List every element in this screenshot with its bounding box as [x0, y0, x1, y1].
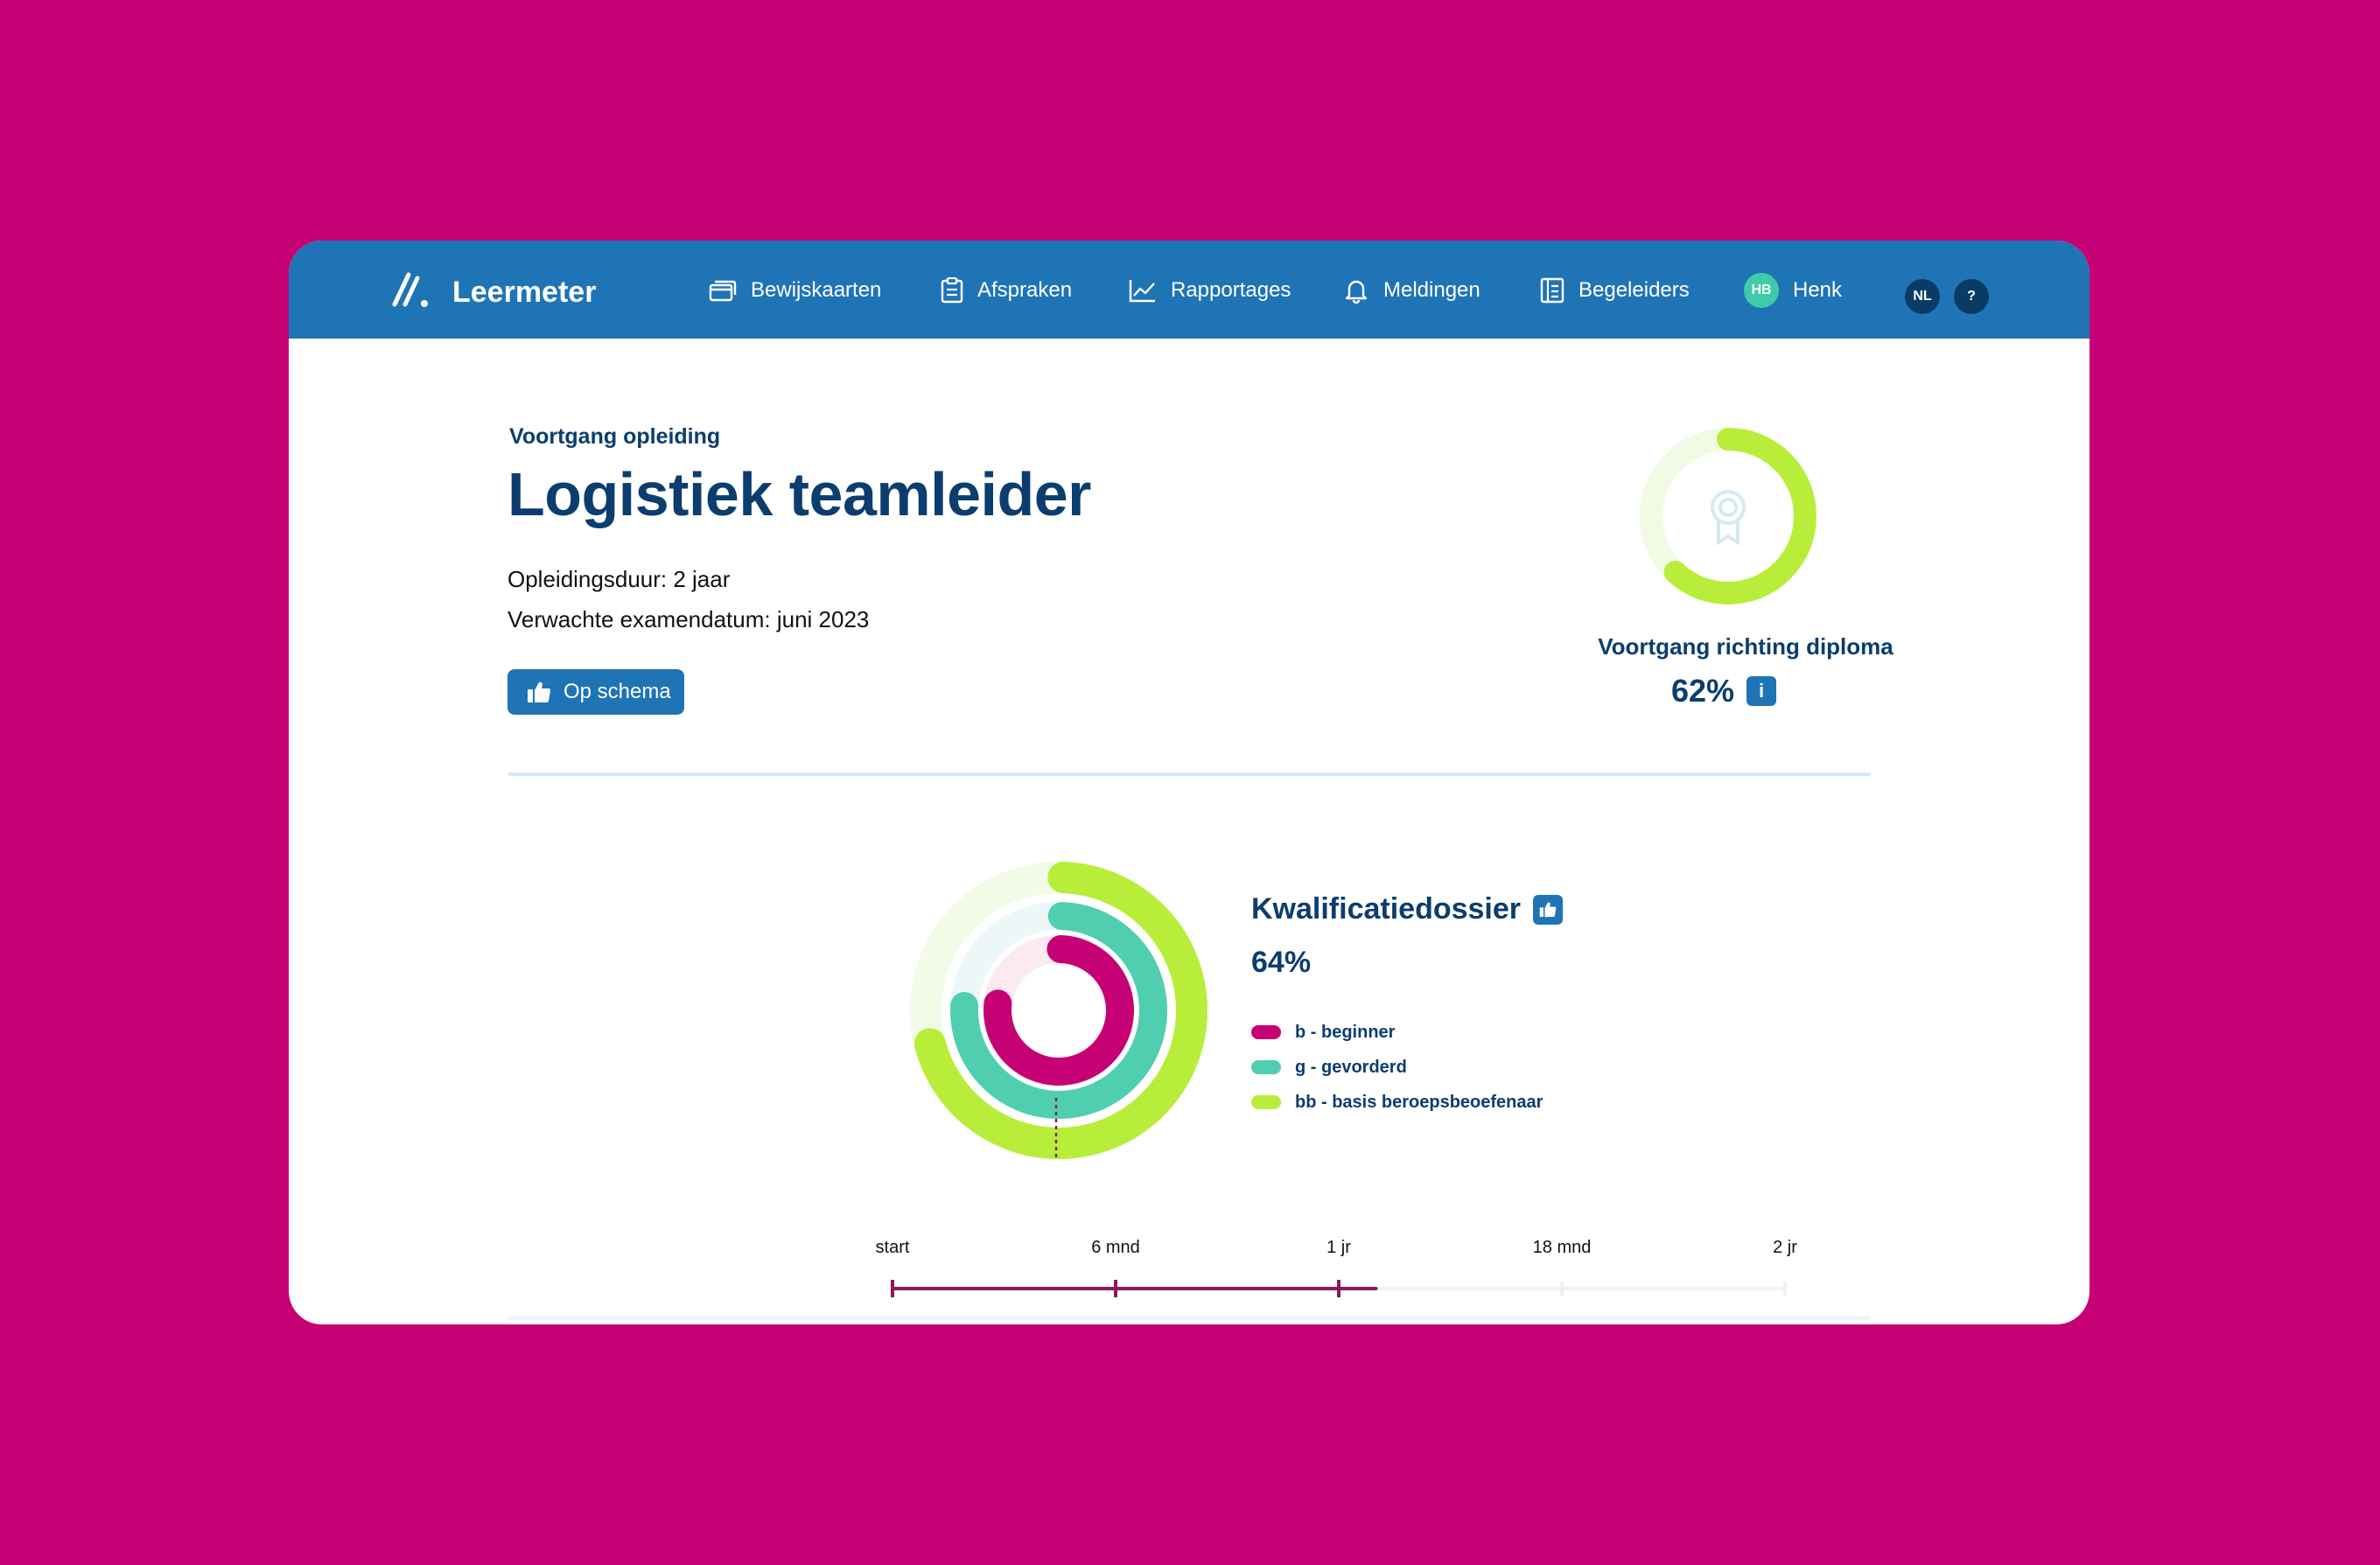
award-ribbon-icon	[1711, 490, 1746, 546]
ring-arc-bb	[910, 862, 1208, 1159]
timeline-label-start: start	[875, 1238, 910, 1257]
legend-swatch-gevorderd	[1251, 1060, 1281, 1074]
qualification-title: Kwalificatiedossier	[1251, 892, 1522, 926]
document-list-icon	[1540, 277, 1564, 304]
section-divider	[508, 1317, 1871, 1320]
on-schedule-button[interactable]: Op schema	[508, 669, 684, 715]
legend-label: g - gevorderd	[1295, 1057, 1407, 1077]
legend-label: bb - basis beroepsbeoefenaar	[1295, 1092, 1544, 1112]
nav-item-rapportages[interactable]: Rapportages	[1129, 270, 1291, 311]
diploma-progress-arc	[1640, 428, 1816, 604]
nav-label: Bewijskaarten	[751, 278, 882, 302]
nav-item-begeleiders[interactable]: Begeleiders	[1540, 270, 1690, 311]
timeline-label-1-year: 1 jr	[1326, 1238, 1351, 1257]
page-eyebrow: Voortgang opleiding	[509, 424, 721, 449]
leermeter-logo-icon	[392, 272, 428, 307]
thumbs-up-icon	[1539, 902, 1557, 918]
nav-label: Afspraken	[977, 278, 1073, 302]
legend-item: b - beginner	[1251, 1015, 1543, 1050]
ring-arc-g	[950, 902, 1167, 1119]
thumbs-up-badge[interactable]	[1533, 894, 1564, 925]
timeline-label-6-months: 6 mnd	[1091, 1238, 1140, 1257]
page-title: Logistiek teamleider	[508, 460, 1091, 528]
bell-icon	[1345, 280, 1368, 304]
clipboard-icon	[941, 277, 963, 304]
info-icon[interactable]: i	[1746, 676, 1777, 706]
diploma-progress-ring	[1640, 428, 1816, 604]
legend-swatch-beginner	[1251, 1025, 1281, 1039]
timeline-label-18-months: 18 mnd	[1532, 1238, 1592, 1257]
nav-item-afspraken[interactable]: Afspraken	[941, 270, 1072, 311]
avatar: HB	[1744, 273, 1779, 308]
app-name[interactable]: Leermeter	[452, 276, 597, 309]
timeline-label-2-years: 2 jr	[1773, 1238, 1797, 1257]
qualification-percent: 64%	[1251, 946, 1312, 979]
qualification-header: Kwalificatiedossier	[1251, 892, 1564, 926]
training-timeline: start 6 mnd 1 jr 18 mnd 2 jr	[876, 1238, 1797, 1308]
thumbs-up-icon	[528, 681, 551, 702]
legend-item: g - gevorderd	[1251, 1050, 1543, 1085]
qualification-rings-chart	[910, 862, 1208, 1161]
legend-swatch-basis-beroepsbeoefenaar	[1251, 1095, 1281, 1109]
top-navigation-bar: Leermeter Bewijskaarten Afspraken	[289, 241, 2090, 339]
language-button[interactable]: NL	[1905, 279, 1940, 314]
section-divider	[508, 772, 1871, 776]
cards-icon	[709, 280, 737, 302]
ring-arc-b	[984, 935, 1134, 1086]
app-window: Leermeter Bewijskaarten Afspraken	[289, 241, 2090, 1324]
chart-line-icon	[1129, 280, 1155, 303]
timeline-track	[891, 1280, 1787, 1297]
nav-label: Rapportages	[1171, 278, 1292, 302]
diploma-progress-value: 62% i	[1671, 673, 1777, 709]
legend-label: b - beginner	[1295, 1022, 1396, 1042]
diploma-progress-label: Voortgang richting diploma	[1598, 633, 1894, 660]
nav-label: Begeleiders	[1578, 278, 1690, 302]
nav-label: Meldingen	[1383, 278, 1480, 302]
nav-item-meldingen[interactable]: Meldingen	[1343, 270, 1480, 311]
training-duration: Opleidingsduur: 2 jaar	[508, 566, 731, 592]
diploma-percent: 62%	[1671, 673, 1735, 709]
help-button[interactable]: ?	[1954, 279, 1989, 314]
status-label: Op schema	[564, 680, 671, 703]
legend-item: bb - basis beroepsbeoefenaar	[1251, 1085, 1543, 1120]
nav-item-bewijskaarten[interactable]: Bewijskaarten	[709, 270, 881, 311]
user-menu[interactable]: HB Henk	[1744, 270, 1842, 311]
user-name: Henk	[1793, 278, 1843, 302]
exam-date: Verwachte examendatum: juni 2023	[508, 606, 870, 632]
qualification-legend: b - beginner g - gevorderd bb - basis be…	[1251, 1015, 1543, 1120]
